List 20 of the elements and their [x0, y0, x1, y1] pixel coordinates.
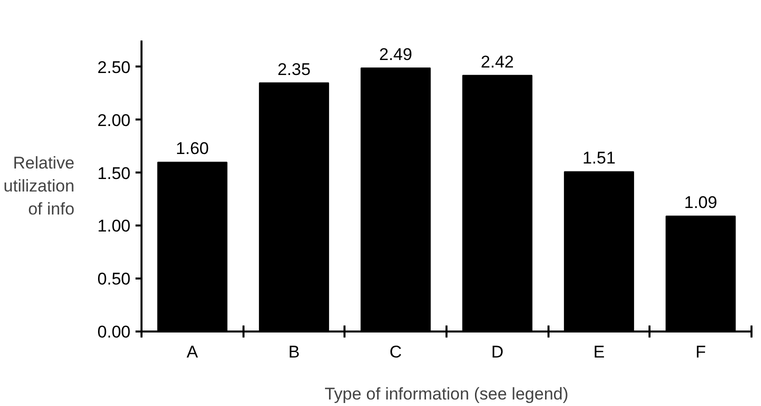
y-tick-label: 1.50 [97, 164, 131, 183]
data-label: 2.42 [480, 52, 514, 72]
x-tick-label: A [186, 342, 199, 362]
data-label: 2.49 [379, 45, 412, 64]
y-tick-label: 2.50 [97, 58, 131, 77]
x-tick-label: D [491, 342, 504, 362]
x-tick-label: C [390, 342, 402, 362]
x-tick-label: B [288, 342, 300, 362]
x-tick-label: F [695, 342, 706, 362]
x-tick-label: E [593, 342, 605, 362]
y-axis-title: Relative utilization of info [4, 154, 74, 218]
data-label: 2.35 [277, 60, 311, 79]
y-tick-label: 0.50 [97, 270, 131, 289]
y-tick-label: 2.00 [97, 110, 131, 130]
data-label: 1.60 [176, 139, 209, 158]
y-tick-label: 1.00 [97, 216, 131, 236]
data-label: 1.51 [582, 148, 616, 168]
data-label: 1.09 [684, 193, 718, 212]
x-axis-title: Type of information (see legend) [324, 384, 568, 404]
y-tick-label: 0.00 [97, 322, 131, 342]
